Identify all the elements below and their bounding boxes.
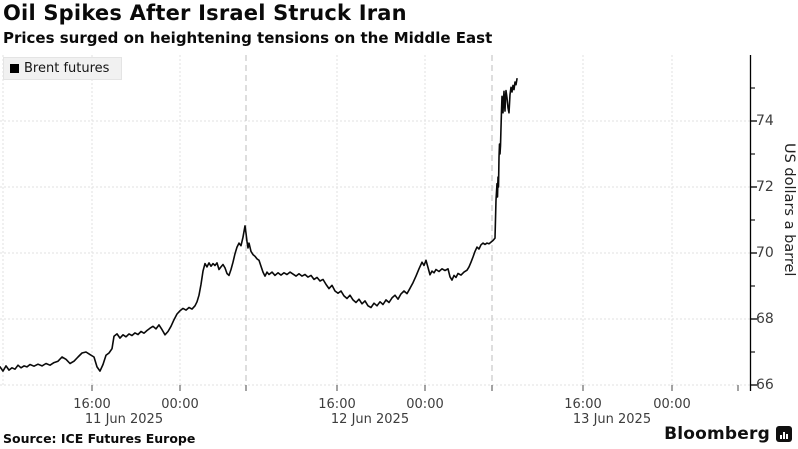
- y-tick-label: 66: [756, 377, 774, 393]
- y-tick-label: 70: [756, 245, 774, 261]
- x-tick-label: 16:00: [564, 397, 602, 412]
- price-line-chart: [0, 55, 757, 391]
- chart-subtitle: Prices surged on heightening tensions on…: [3, 29, 493, 47]
- bloomberg-wordmark: Bloomberg: [664, 424, 770, 444]
- y-tick-label: 72: [756, 179, 774, 195]
- source-note: Source: ICE Futures Europe: [3, 431, 196, 446]
- plot-area: [0, 55, 760, 395]
- y-tick-label: 68: [756, 311, 774, 327]
- x-date-label: 11 Jun 2025: [84, 412, 164, 427]
- legend-brent-futures: Brent futures: [3, 57, 123, 80]
- bloomberg-branding: Bloomberg: [664, 424, 792, 444]
- x-tick-label: 00:00: [161, 397, 199, 412]
- y-axis-title-wrap: US dollars a barrel: [781, 100, 797, 320]
- y-axis-title: US dollars a barrel: [781, 143, 797, 277]
- x-tick-label: 00:00: [406, 397, 444, 412]
- legend-label: Brent futures: [24, 61, 110, 76]
- x-tick-label: 16:00: [73, 397, 111, 412]
- y-tick-label: 74: [756, 113, 774, 129]
- x-date-label: 13 Jun 2025: [572, 412, 652, 427]
- x-date-label: 12 Jun 2025: [330, 412, 410, 427]
- chart-title: Oil Spikes After Israel Struck Iran: [3, 1, 407, 25]
- x-tick-label: 16:00: [318, 397, 356, 412]
- x-tick-label: 00:00: [653, 397, 691, 412]
- bloomberg-logo-icon: [776, 426, 792, 442]
- legend-swatch-icon: [10, 64, 19, 73]
